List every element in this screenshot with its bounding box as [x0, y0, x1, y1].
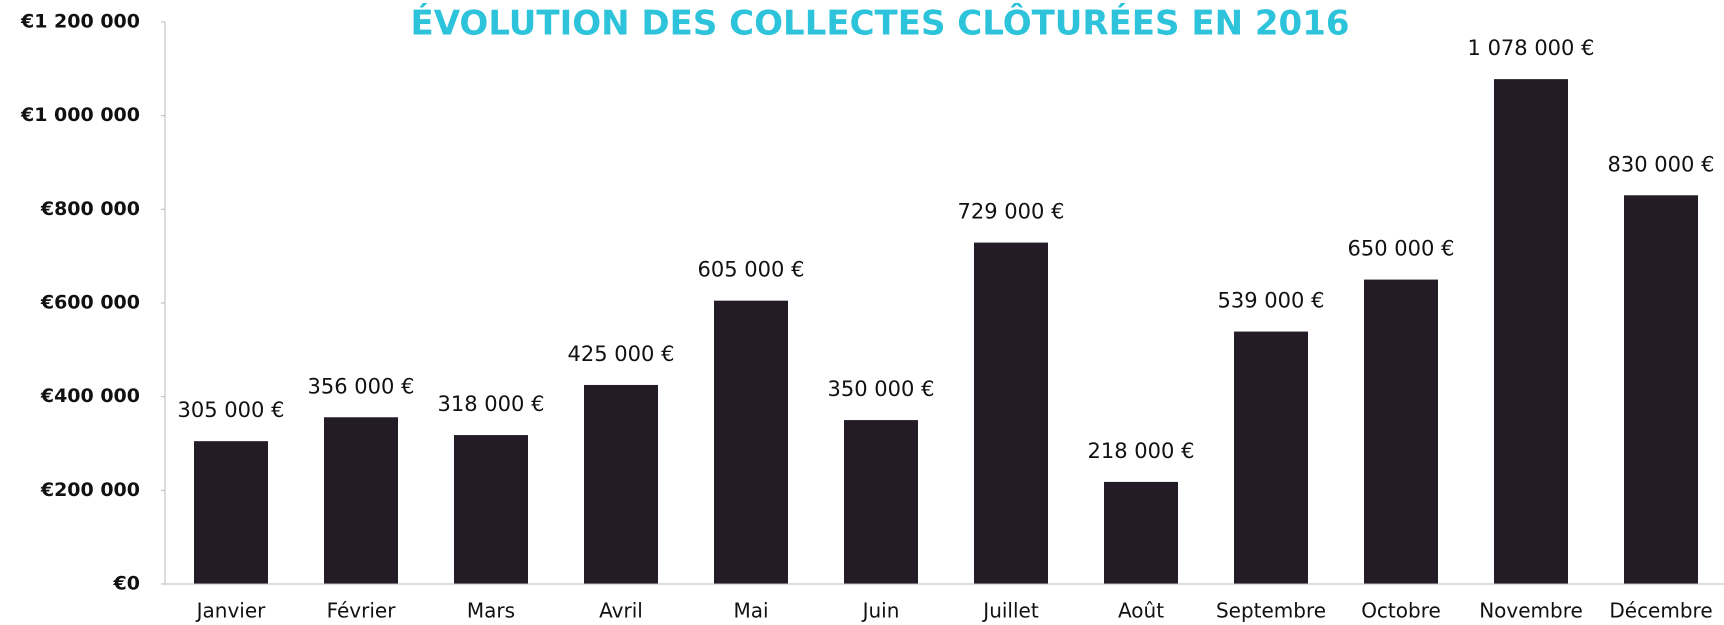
x-tick-label: Mai — [733, 599, 768, 623]
x-tick-label: Janvier — [195, 599, 267, 623]
data-label: 539 000 € — [1218, 289, 1325, 313]
x-tick-label: Septembre — [1216, 599, 1326, 623]
x-tick-label: Novembre — [1479, 599, 1583, 623]
y-tick-label: €0 — [113, 573, 140, 595]
data-label: 356 000 € — [308, 374, 415, 398]
data-label: 1 078 000 € — [1468, 36, 1595, 60]
bar — [1494, 79, 1568, 585]
data-label: 318 000 € — [438, 392, 545, 416]
bar — [1234, 331, 1308, 584]
bar — [714, 300, 788, 584]
x-tick-label: Avril — [599, 599, 643, 623]
data-label: 650 000 € — [1348, 237, 1455, 261]
x-tick-label: Mars — [467, 599, 515, 623]
bar — [974, 242, 1048, 584]
bar — [454, 435, 528, 584]
data-label: 305 000 € — [178, 398, 285, 422]
data-label: 425 000 € — [568, 342, 675, 366]
y-tick-label: €600 000 — [40, 292, 140, 314]
bar — [1624, 195, 1698, 585]
bar — [194, 441, 268, 584]
data-label: 350 000 € — [828, 377, 935, 401]
bar — [1104, 481, 1178, 584]
bar — [584, 384, 658, 584]
y-tick-label: €200 000 — [40, 479, 140, 501]
x-tick-label: Juillet — [981, 599, 1039, 623]
bar — [324, 417, 398, 584]
x-tick-label: Août — [1118, 599, 1164, 623]
chart-title: ÉVOLUTION DES COLLECTES CLÔTURÉES EN 201… — [410, 3, 1349, 44]
bar — [1364, 279, 1438, 584]
y-tick-label: €800 000 — [40, 198, 140, 220]
bar — [844, 420, 918, 584]
x-tick-label: Février — [327, 599, 397, 623]
x-tick-label: Décembre — [1609, 599, 1712, 623]
data-label: 218 000 € — [1088, 439, 1195, 463]
x-tick-label: Juin — [861, 599, 900, 623]
y-tick-label: €1 000 000 — [20, 104, 140, 126]
x-tick-label: Octobre — [1361, 599, 1441, 623]
data-label: 605 000 € — [698, 258, 805, 282]
y-tick-label: €400 000 — [40, 385, 140, 407]
data-label: 830 000 € — [1608, 152, 1715, 176]
data-label: 729 000 € — [958, 200, 1065, 224]
y-tick-label: €1 200 000 — [20, 11, 140, 33]
